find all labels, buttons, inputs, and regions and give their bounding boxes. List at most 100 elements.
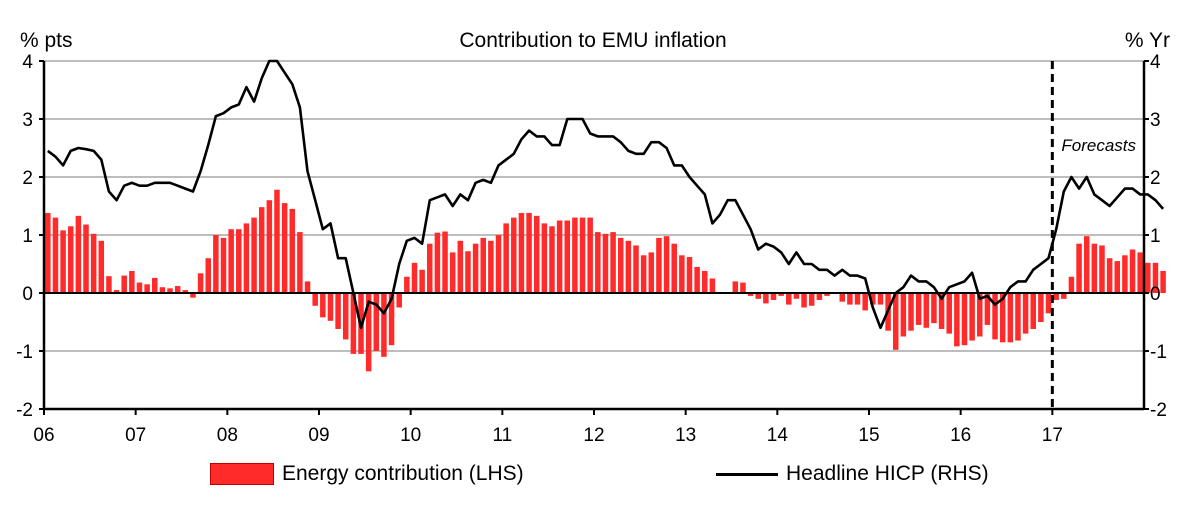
energy-bar [434, 232, 441, 293]
energy-bar [709, 278, 716, 293]
energy-bar [732, 281, 739, 293]
energy-bar [83, 224, 89, 293]
energy-bar [365, 293, 372, 372]
energy-bar [136, 282, 143, 293]
energy-bar [786, 293, 792, 305]
right-tick-label: 1 [1150, 226, 1161, 247]
energy-bar [274, 189, 280, 293]
energy-bar [304, 281, 311, 293]
energy-bar [595, 232, 601, 293]
energy-bar [442, 231, 448, 293]
energy-bar [75, 215, 82, 293]
right-axis-label: % Yr [1125, 29, 1170, 52]
energy-bar [373, 293, 380, 351]
x-tick-label: 11 [492, 425, 512, 446]
energy-bar [465, 251, 471, 293]
energy-bar [342, 293, 349, 340]
energy-bar [602, 233, 609, 293]
energy-bar [98, 240, 105, 293]
right-tick-label: 0 [1150, 284, 1161, 305]
right-tick-label: 2 [1150, 168, 1161, 189]
energy-bar [617, 237, 624, 293]
energy-bar [808, 293, 815, 306]
energy-bar [1106, 258, 1113, 293]
energy-bar [877, 293, 884, 305]
right-tick-label: 3 [1150, 110, 1161, 131]
energy-bar [1114, 261, 1121, 293]
energy-bar [572, 217, 578, 293]
energy-bar [1152, 262, 1159, 293]
energy-bar [266, 200, 273, 293]
energy-bar [686, 257, 693, 293]
energy-bar [404, 276, 410, 293]
energy-bar [969, 293, 975, 341]
energy-bar [243, 223, 250, 293]
energy-bar [648, 252, 655, 293]
energy-bar [144, 284, 150, 293]
energy-bar [488, 240, 494, 293]
gridlines [44, 60, 1144, 352]
energy-bar [503, 223, 509, 293]
energy-bar [220, 237, 227, 293]
energy-bar [793, 293, 800, 299]
energy-bar [213, 235, 219, 293]
energy-bar [533, 215, 540, 293]
energy-bar [656, 237, 662, 293]
energy-bar [511, 217, 517, 293]
energy-bar [251, 217, 257, 293]
x-tick-label: 12 [583, 425, 604, 446]
energy-bar [1038, 293, 1044, 322]
left-tick-label: 3 [22, 110, 33, 131]
energy-bar [640, 255, 647, 293]
energy-bar [992, 293, 998, 340]
legend-energy-label: Energy contribution (LHS) [282, 462, 524, 485]
x-tick-label: 13 [675, 425, 696, 446]
energy-bar [159, 287, 166, 293]
energy-bar [480, 237, 486, 293]
energy-bars [45, 189, 1166, 372]
energy-bar [999, 293, 1006, 343]
energy-bar [396, 293, 402, 308]
axes [39, 60, 1149, 415]
energy-bar [549, 226, 555, 293]
energy-bar [839, 293, 846, 302]
energy-bar [236, 229, 242, 293]
energy-bar [45, 212, 51, 293]
left-tick-label: -2 [16, 400, 33, 421]
energy-bar [327, 293, 334, 321]
legend-hicp-label: Headline HICP (RHS) [786, 462, 989, 485]
energy-bar [556, 220, 563, 293]
energy-bar [747, 293, 754, 296]
energy-bar [1137, 252, 1143, 293]
left-tick-label: -1 [16, 342, 33, 363]
energy-bar [625, 240, 632, 293]
energy-bar [190, 293, 196, 298]
energy-bar [1099, 245, 1105, 293]
energy-bar [495, 235, 502, 293]
energy-bar [816, 293, 823, 300]
energy-bar [174, 286, 181, 293]
energy-bar [52, 217, 59, 293]
energy-bar [518, 212, 525, 293]
right-tick-label: -2 [1150, 400, 1167, 421]
energy-bar [694, 266, 700, 293]
left-tick-label: 0 [22, 284, 33, 305]
energy-bar [258, 207, 265, 293]
energy-bar [984, 293, 991, 325]
energy-bar [388, 293, 395, 346]
energy-bar [449, 252, 456, 293]
energy-bar [381, 293, 387, 357]
energy-bar [205, 258, 211, 293]
energy-bar [1053, 293, 1059, 300]
energy-bar [350, 293, 357, 354]
energy-bar [197, 273, 204, 293]
energy-bar [778, 293, 784, 296]
energy-bar [90, 233, 97, 293]
left-axis-label: % pts [20, 29, 73, 52]
energy-bar [472, 243, 479, 293]
energy-bar [1022, 293, 1029, 334]
energy-bar [900, 293, 907, 337]
legend-energy: Energy contribution (LHS) [210, 462, 524, 486]
x-tick-label: 06 [33, 425, 54, 446]
